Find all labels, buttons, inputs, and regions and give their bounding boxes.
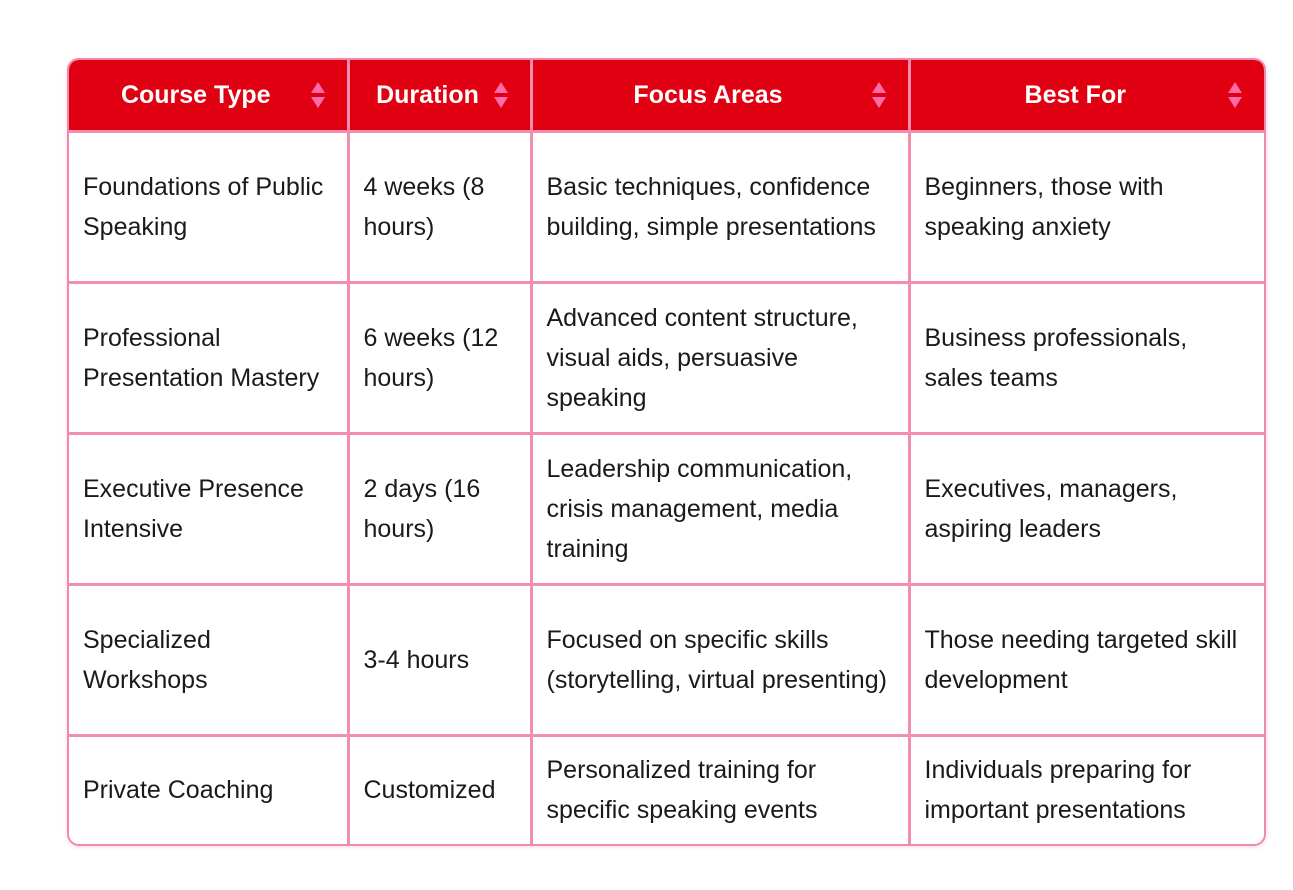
cell-duration: 2 days (16 hours) xyxy=(348,433,533,586)
cell-best-for: Individuals preparing for important pres… xyxy=(924,756,1192,825)
cell-course-type: Specialized Workshops xyxy=(69,584,350,737)
cell-best-for: Business professionals, sales teams xyxy=(909,282,1264,435)
cell-duration: 4 weeks (8 hours) xyxy=(348,131,533,284)
column-header-label: Duration xyxy=(376,80,479,109)
cell-focus-areas: Focused on specific skills (storytelling… xyxy=(531,584,911,737)
column-header-label: Course Type xyxy=(120,80,271,109)
column-header-label: Best For xyxy=(1024,80,1126,109)
header-row: Course Type Duration Focus Areas Best Fo… xyxy=(69,60,1264,133)
table-row: Executive Presence Intensive 2 days (16 … xyxy=(69,433,1264,586)
sort-icon[interactable] xyxy=(493,82,508,108)
cell-duration: 3-4 hours xyxy=(348,584,533,737)
cell-course-type: Executive Presence Intensive xyxy=(69,433,350,586)
sort-icon[interactable] xyxy=(310,82,325,108)
cell-course-type: Foundations of Public Speaking xyxy=(69,131,350,284)
cell-focus-areas: Basic techniques, confidence building, s… xyxy=(531,131,911,284)
column-header-best-for[interactable]: Best For xyxy=(909,60,1264,133)
table-row: Foundations of Public Speaking 4 weeks (… xyxy=(69,131,1264,284)
course-comparison-table: Course Type Duration Focus Areas Best Fo… xyxy=(69,60,1264,844)
table-row: Private Coaching Customized Personalized… xyxy=(69,735,1264,844)
cell-course-type: Private Coaching xyxy=(69,735,350,844)
column-header-focus-areas[interactable]: Focus Areas xyxy=(531,60,911,133)
cell-duration: 6 weeks (12 hours) xyxy=(348,282,533,435)
column-header-label: Focus Areas xyxy=(633,80,783,109)
cell-focus-areas: Advanced content structure, visual aids,… xyxy=(531,282,911,435)
table-row: Professional Presentation Mastery 6 week… xyxy=(69,282,1264,435)
table-row: Specialized Workshops 3-4 hours Focused … xyxy=(69,584,1264,737)
cell-course-type: Professional Presentation Mastery xyxy=(69,282,350,435)
sort-icon[interactable] xyxy=(871,82,886,108)
column-header-course-type[interactable]: Course Type xyxy=(69,60,350,133)
cell-focus-areas: Personalized training for specific speak… xyxy=(531,735,911,844)
course-comparison-table-container: Course Type Duration Focus Areas Best Fo… xyxy=(67,58,1266,846)
cell-best-for: Executives, managers, aspiring leaders xyxy=(909,433,1264,586)
cell-focus-areas: Leadership communication, crisis managem… xyxy=(531,433,911,586)
column-header-duration[interactable]: Duration xyxy=(348,60,533,133)
table-header: Course Type Duration Focus Areas Best Fo… xyxy=(69,60,1264,133)
cell-duration: Customized xyxy=(348,735,533,844)
cell-best-for: Beginners, those with speaking anxiety xyxy=(909,131,1264,284)
table-body: Foundations of Public Speaking 4 weeks (… xyxy=(69,131,1264,844)
cell-best-for: Those needing targeted skill development xyxy=(909,584,1264,737)
sort-icon[interactable] xyxy=(1228,82,1242,108)
